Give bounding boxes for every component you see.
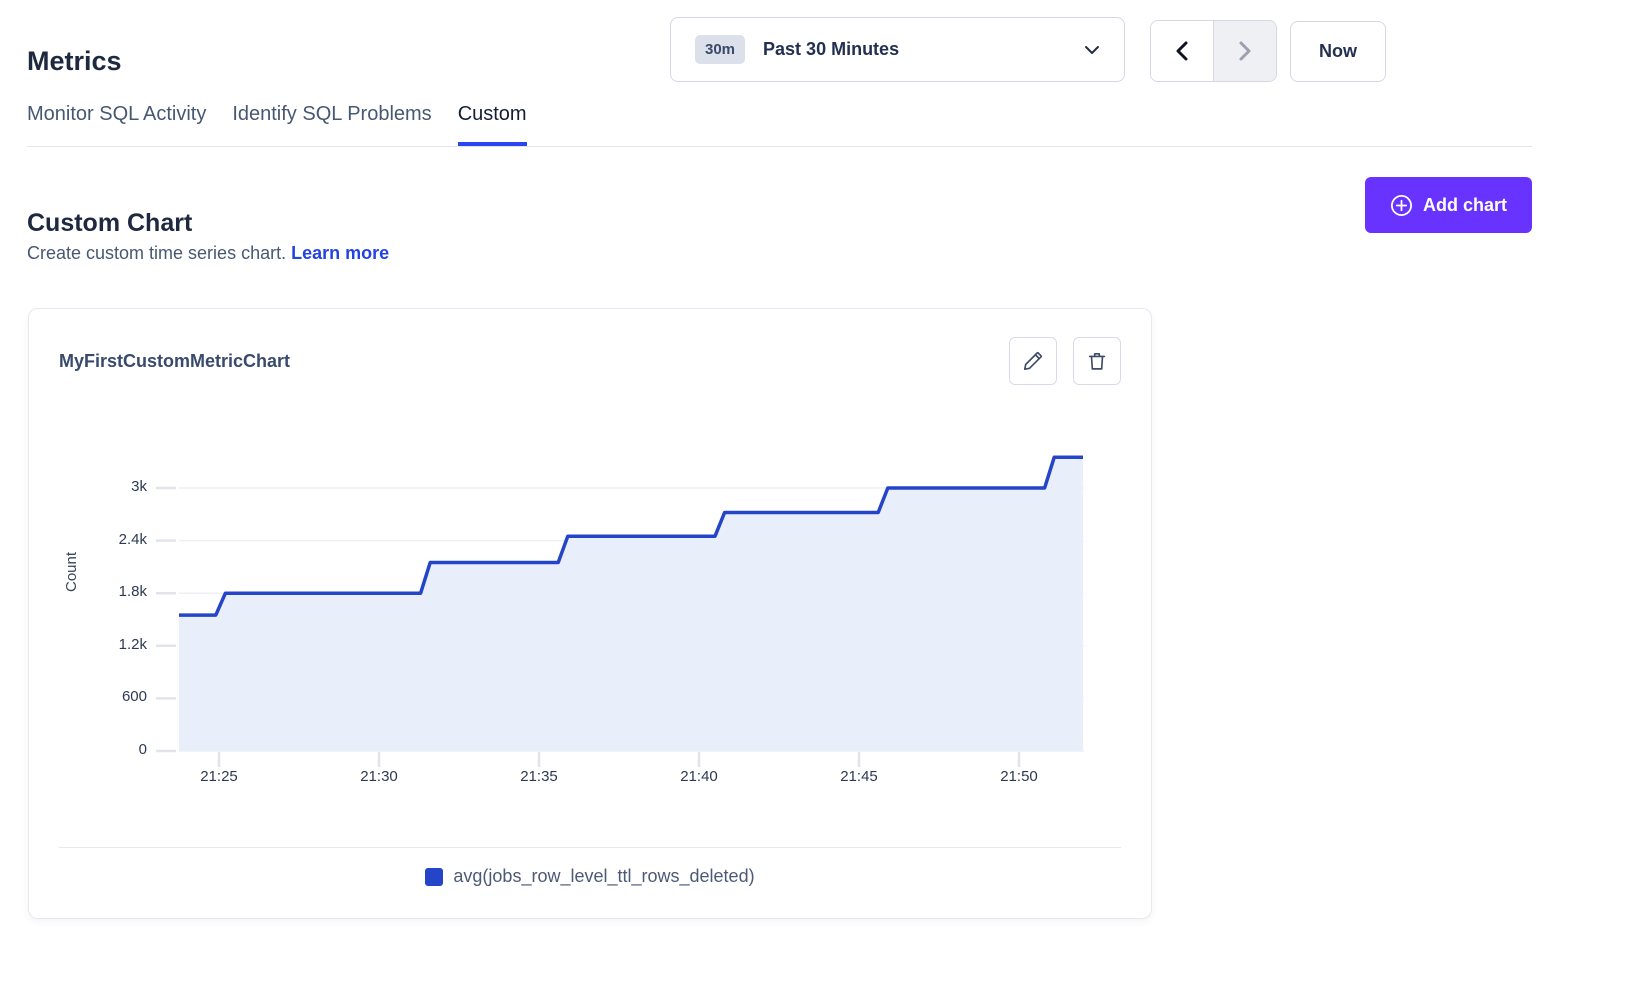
tab-custom[interactable]: Custom: [458, 103, 527, 146]
chevron-right-icon: [1238, 41, 1252, 61]
section-heading: Custom Chart: [27, 209, 192, 238]
page-title: Metrics: [27, 46, 122, 77]
chart-action-buttons: [1009, 337, 1121, 385]
tab-monitor-sql-activity[interactable]: Monitor SQL Activity: [27, 103, 206, 146]
time-prev-button[interactable]: [1151, 21, 1214, 81]
time-range-label: Past 30 Minutes: [763, 39, 1066, 60]
y-tick-label: 1.8k: [29, 583, 147, 600]
custom-chart-card: MyFirstCustomMetricChart Count 06001.2k1…: [28, 308, 1152, 919]
y-tick-label: 2.4k: [29, 531, 147, 548]
y-tick-label: 3k: [29, 478, 147, 495]
time-range-badge: 30m: [695, 35, 745, 64]
y-tick-label: 1.2k: [29, 636, 147, 653]
chart-plot: Count 06001.2k1.8k2.4k3k21:2521:3021:352…: [29, 405, 1151, 805]
delete-chart-button[interactable]: [1073, 337, 1121, 385]
time-next-button[interactable]: [1214, 21, 1276, 81]
tab-bar: Monitor SQL Activity Identify SQL Proble…: [27, 103, 527, 146]
time-range-dropdown[interactable]: 30m Past 30 Minutes: [670, 17, 1125, 82]
section-description-text: Create custom time series chart.: [27, 243, 286, 263]
legend-label: avg(jobs_row_level_ttl_rows_deleted): [453, 866, 754, 887]
y-tick-label: 0: [29, 741, 147, 758]
y-tick-label: 600: [29, 688, 147, 705]
chart-title: MyFirstCustomMetricChart: [59, 351, 290, 372]
chart-legend: avg(jobs_row_level_ttl_rows_deleted): [29, 866, 1151, 887]
chart-card-header: MyFirstCustomMetricChart: [29, 309, 1151, 385]
chevron-left-icon: [1175, 41, 1189, 61]
now-button[interactable]: Now: [1290, 21, 1386, 82]
learn-more-link[interactable]: Learn more: [291, 243, 389, 263]
pencil-icon: [1022, 350, 1044, 372]
section-description: Create custom time series chart.Learn mo…: [27, 243, 389, 264]
time-nav-group: [1150, 20, 1277, 82]
chevron-down-icon: [1084, 45, 1100, 55]
chart-canvas: [156, 431, 1096, 781]
tab-bar-rule: [27, 146, 1532, 147]
tab-identify-sql-problems[interactable]: Identify SQL Problems: [232, 103, 431, 146]
chart-legend-divider: [59, 847, 1121, 848]
add-chart-button[interactable]: Add chart: [1365, 177, 1532, 233]
add-chart-label: Add chart: [1423, 195, 1507, 216]
trash-icon: [1086, 350, 1108, 372]
edit-chart-button[interactable]: [1009, 337, 1057, 385]
legend-swatch: [425, 868, 443, 886]
plus-circle-icon: [1390, 194, 1413, 217]
